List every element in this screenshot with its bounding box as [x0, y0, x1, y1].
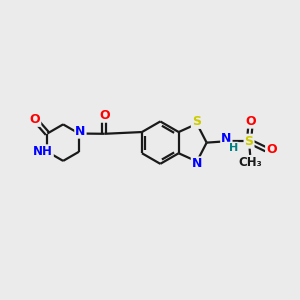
Text: S: S — [244, 135, 253, 148]
Text: N: N — [75, 125, 85, 138]
Text: O: O — [266, 143, 277, 156]
Text: N: N — [192, 157, 202, 170]
Text: CH₃: CH₃ — [238, 156, 262, 169]
Text: H: H — [229, 142, 238, 153]
Text: S: S — [192, 115, 201, 128]
Text: O: O — [99, 109, 110, 122]
Text: O: O — [245, 115, 256, 128]
Text: NH: NH — [33, 145, 53, 158]
Text: N: N — [221, 132, 232, 145]
Text: O: O — [30, 113, 40, 126]
